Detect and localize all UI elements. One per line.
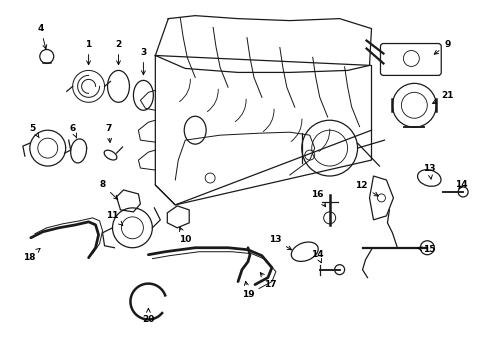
Text: 15: 15 [417, 245, 435, 254]
Text: 7: 7 [105, 124, 111, 142]
Text: 4: 4 [38, 24, 47, 49]
Text: 3: 3 [140, 48, 146, 75]
Text: 10: 10 [179, 227, 191, 244]
Text: 6: 6 [69, 124, 77, 138]
Text: 19: 19 [241, 282, 254, 299]
Text: 8: 8 [99, 180, 118, 199]
Text: 13: 13 [268, 235, 291, 250]
Text: 21: 21 [432, 91, 452, 103]
Text: 14: 14 [311, 250, 324, 263]
Text: 20: 20 [142, 309, 154, 324]
Text: 13: 13 [422, 163, 435, 179]
Text: 12: 12 [355, 181, 377, 196]
Text: 9: 9 [433, 40, 449, 54]
Text: 14: 14 [454, 180, 467, 189]
Text: 16: 16 [311, 190, 325, 207]
Text: 1: 1 [85, 40, 92, 65]
Text: 11: 11 [106, 211, 122, 225]
Text: 18: 18 [22, 248, 40, 262]
Text: 17: 17 [260, 273, 276, 289]
Text: 5: 5 [30, 124, 39, 138]
Text: 2: 2 [115, 40, 122, 65]
